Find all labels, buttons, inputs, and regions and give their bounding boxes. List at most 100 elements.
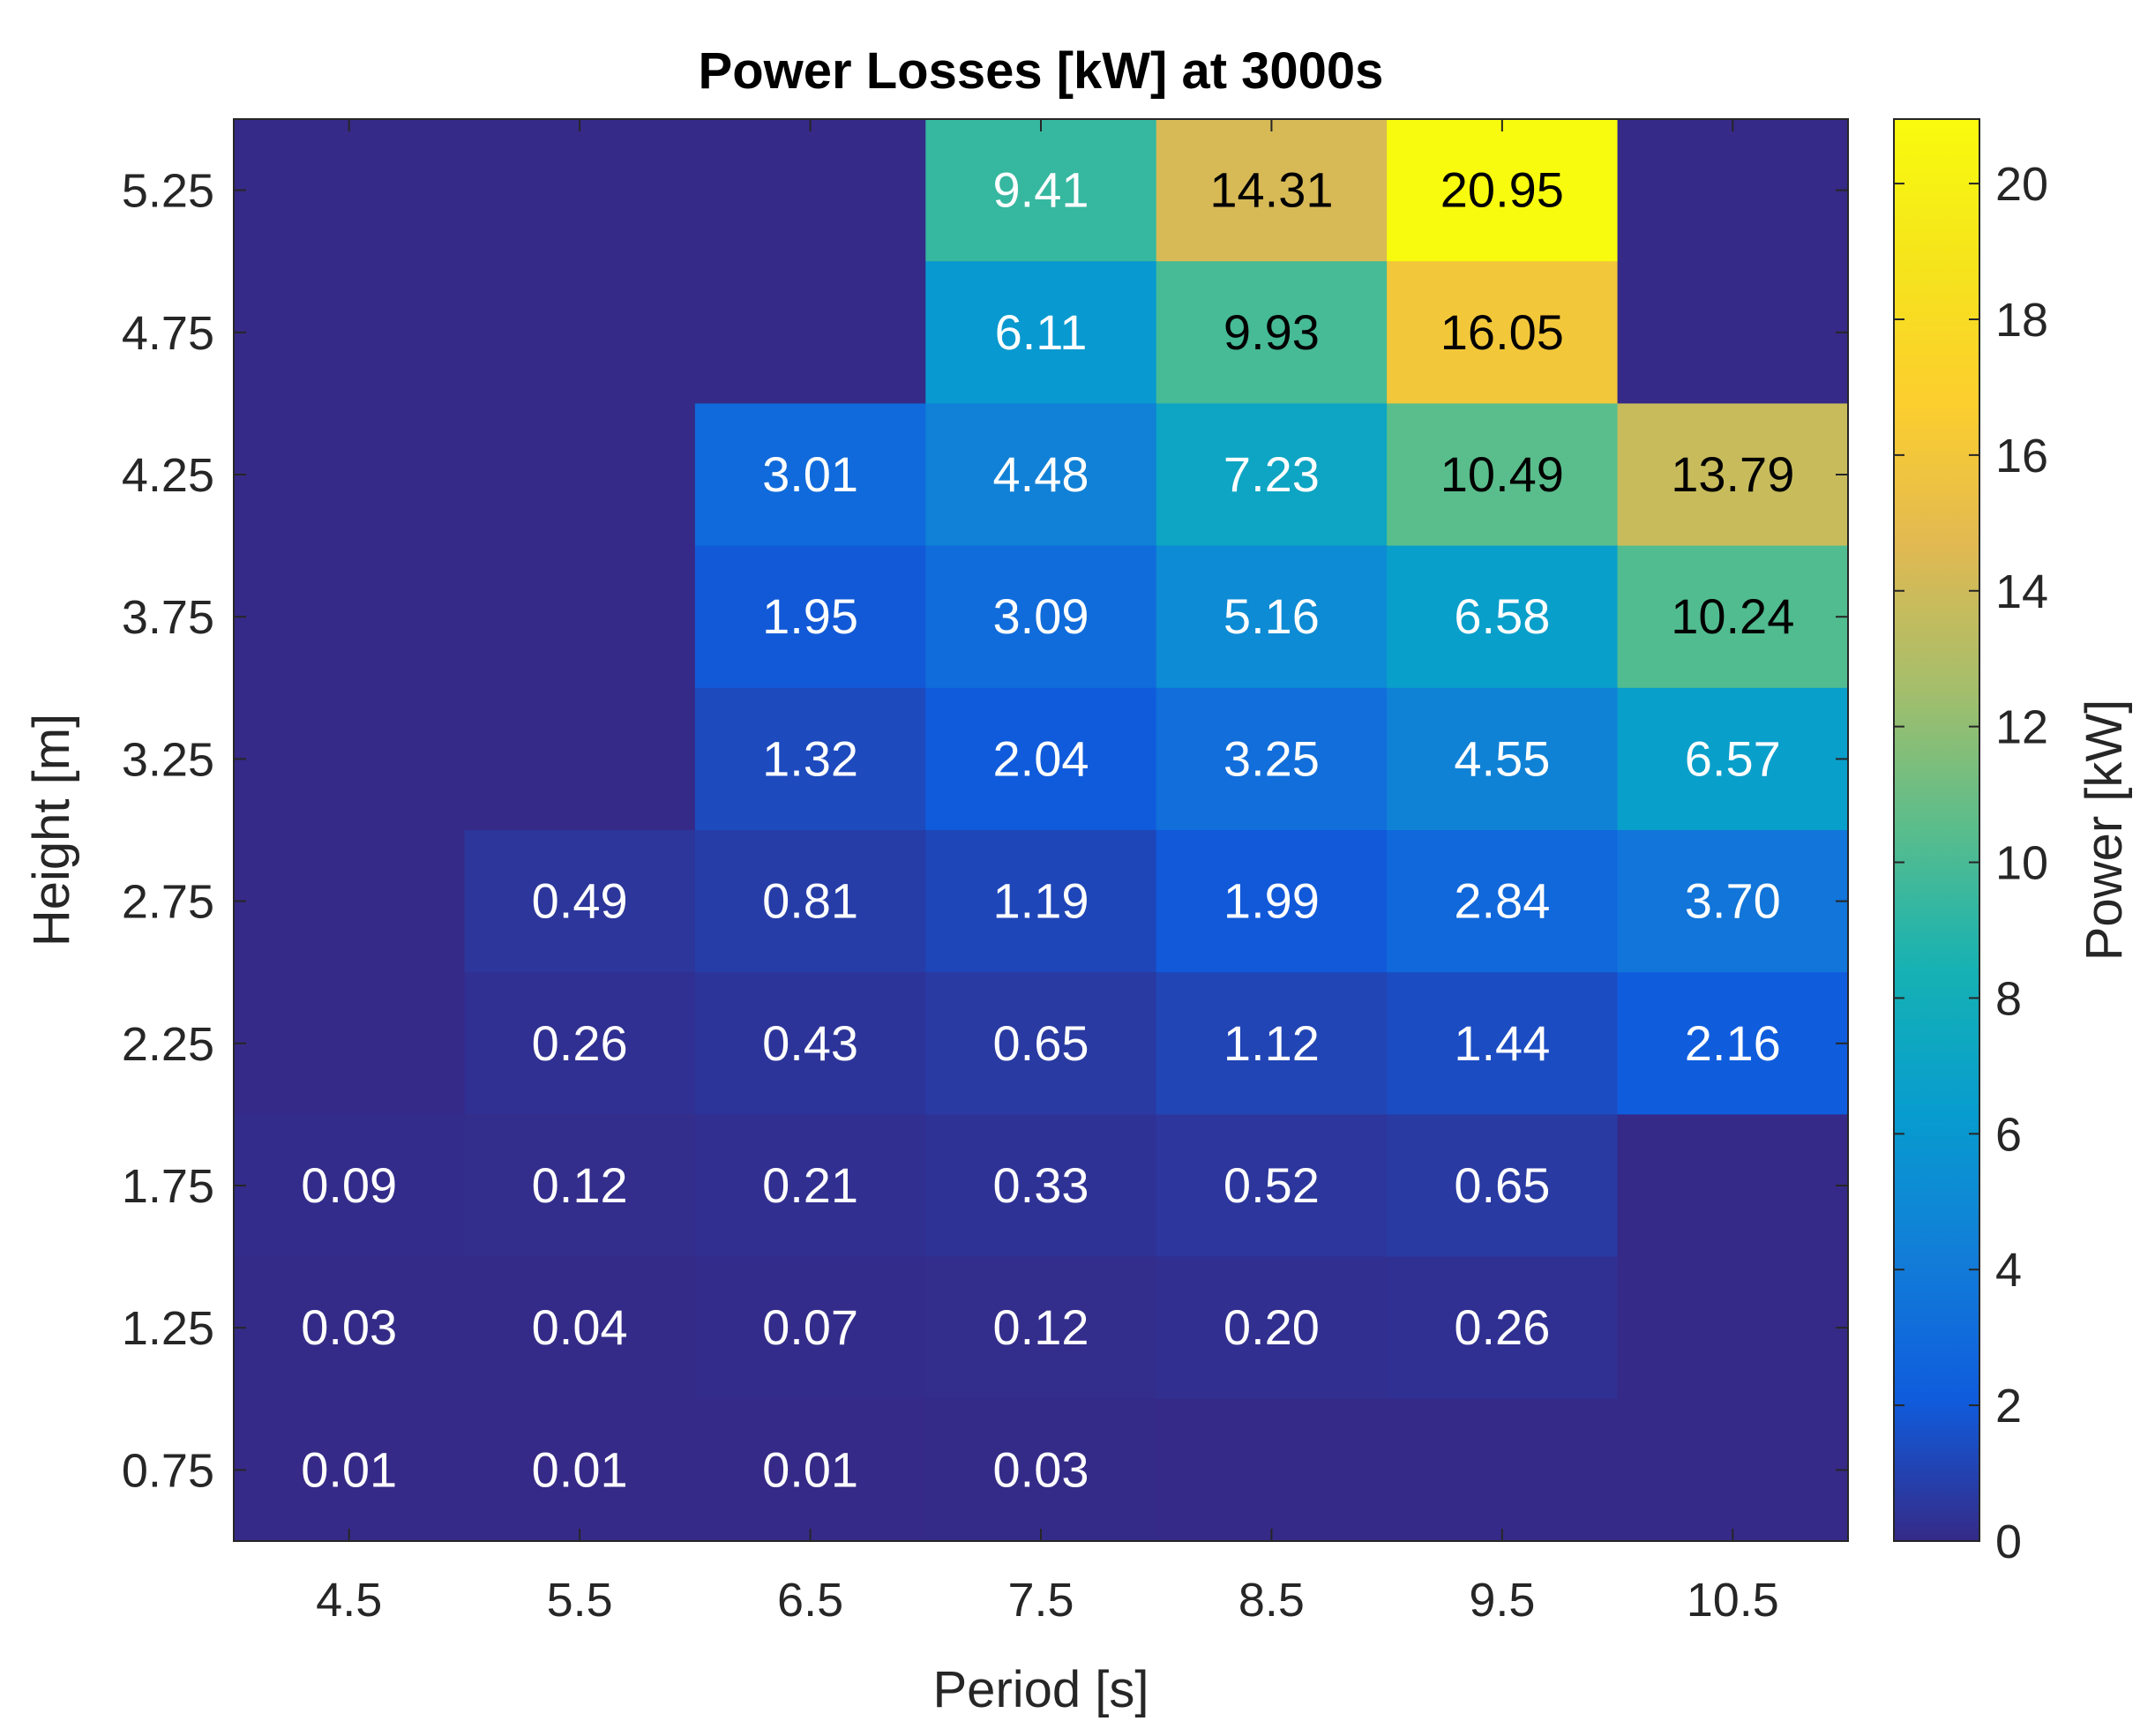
heatmap-cell <box>694 687 926 831</box>
heatmap-cell <box>1387 119 1619 262</box>
cell-value-label: 0.01 <box>301 1441 397 1497</box>
heatmap-cell <box>1156 1256 1388 1400</box>
y-tick-label: 1.25 <box>122 1302 214 1355</box>
heatmap-cell <box>1156 972 1388 1115</box>
heatmap-cell <box>694 119 926 262</box>
cell-value-label: 13.79 <box>1671 446 1794 502</box>
heatmap-cell <box>234 830 465 973</box>
heatmap-cell <box>1156 261 1388 404</box>
cell-value-label: 1.19 <box>993 873 1089 929</box>
heatmap-cell <box>1617 1114 1849 1258</box>
heatmap-cell <box>1387 545 1619 689</box>
heatmap-cell <box>1387 261 1619 404</box>
heatmap-cell <box>925 1398 1157 1542</box>
heatmap-cell <box>1387 403 1619 547</box>
cell-value-label: 1.95 <box>762 588 858 644</box>
heatmap-cell <box>464 1256 696 1400</box>
heatmap-cell <box>1617 972 1849 1115</box>
cell-value-label: 7.23 <box>1223 446 1320 502</box>
cell-value-label: 0.09 <box>301 1157 397 1213</box>
colorbar-label: Power [kW] <box>2076 700 2133 962</box>
heatmap-cell <box>1156 119 1388 262</box>
heatmap-cell <box>1617 687 1849 831</box>
heatmap-cell <box>925 1114 1157 1258</box>
heatmap-cell <box>234 261 465 404</box>
cell-value-label: 0.26 <box>532 1015 628 1071</box>
heatmap-cell <box>1387 1114 1619 1258</box>
cell-value-label: 0.43 <box>762 1015 858 1071</box>
heatmap-cell <box>925 403 1157 547</box>
heatmap-cell <box>925 687 1157 831</box>
heatmap-cell <box>234 687 465 831</box>
cell-value-label: 0.04 <box>532 1299 628 1355</box>
colorbar-tick-label: 0 <box>1995 1515 2022 1568</box>
heatmap-cell <box>464 972 696 1115</box>
heatmap-cell <box>1617 403 1849 547</box>
cell-value-label: 0.33 <box>993 1157 1089 1213</box>
heatmap-cell <box>464 1398 696 1542</box>
cell-value-label: 0.12 <box>532 1157 628 1213</box>
x-tick-label: 7.5 <box>1007 1574 1074 1627</box>
heatmap-cell <box>1156 545 1388 689</box>
heatmap-cell <box>234 1114 465 1258</box>
cell-value-label: 0.26 <box>1454 1299 1550 1355</box>
y-axis-label: Height [m] <box>23 714 80 947</box>
x-axis-ticks: 4.5 5.5 6.5 7.5 8.5 9.5 10.5 <box>316 119 1779 1627</box>
heatmap-cell <box>694 261 926 404</box>
x-tick-label: 6.5 <box>777 1574 843 1627</box>
cell-value-label: 0.21 <box>762 1157 858 1213</box>
heatmap-cell <box>1617 119 1849 262</box>
cell-value-label: 0.01 <box>532 1441 628 1497</box>
y-tick-label: 5.25 <box>122 165 214 218</box>
colorbar-tick-label: 20 <box>1995 158 2048 211</box>
heatmap-cell <box>694 403 926 547</box>
cell-value-label: 0.07 <box>762 1299 858 1355</box>
colorbar-tick-label: 12 <box>1995 701 2048 754</box>
cell-value-label: 4.55 <box>1454 730 1550 786</box>
y-tick-label: 2.75 <box>122 876 214 929</box>
x-axis-label: Period [s] <box>933 1661 1149 1718</box>
heatmap-cells <box>234 119 1849 1542</box>
y-tick-label: 4.75 <box>122 307 214 360</box>
cell-value-label: 3.09 <box>993 588 1089 644</box>
heatmap-cell <box>234 545 465 689</box>
cell-value-label: 0.49 <box>532 873 628 929</box>
cell-value-label: 0.03 <box>301 1299 397 1355</box>
y-tick-label: 4.25 <box>122 449 214 502</box>
y-tick-label: 1.75 <box>122 1160 214 1213</box>
cell-value-label: 5.16 <box>1223 588 1320 644</box>
heatmap-cell <box>925 972 1157 1115</box>
heatmap-cell <box>925 1256 1157 1400</box>
cell-value-label: 10.24 <box>1671 588 1794 644</box>
heatmap-cell <box>234 1256 465 1400</box>
heatmap-cell <box>1387 1256 1619 1400</box>
colorbar-tick-label: 2 <box>1995 1380 2022 1433</box>
cell-value-label: 3.25 <box>1223 730 1320 786</box>
cell-value-label: 1.99 <box>1223 873 1320 929</box>
x-tick-label: 9.5 <box>1469 1574 1535 1627</box>
heatmap-cell <box>1156 403 1388 547</box>
heatmap-cell <box>1387 972 1619 1115</box>
heatmap-cell <box>694 545 926 689</box>
heatmap-cell <box>694 972 926 1115</box>
colorbar-tick-label: 10 <box>1995 837 2048 890</box>
heatmap-cell <box>1387 687 1619 831</box>
heatmap-cell <box>694 1256 926 1400</box>
cell-value-label: 3.70 <box>1685 873 1781 929</box>
colorbar-ticks: 0 2 4 6 8 10 12 14 16 18 20 <box>1894 158 2048 1568</box>
y-tick-label: 0.75 <box>122 1444 214 1497</box>
heatmap-cell <box>234 403 465 547</box>
cell-value-label: 0.12 <box>993 1299 1089 1355</box>
heatmap-cell <box>464 403 696 547</box>
cell-value-label: 1.12 <box>1223 1015 1320 1071</box>
cell-value-label: 6.57 <box>1685 730 1781 786</box>
heatmap-cell <box>234 119 465 262</box>
cell-value-label: 20.95 <box>1440 162 1564 218</box>
colorbar-tick-label: 16 <box>1995 430 2048 483</box>
heatmap-cell <box>694 1114 926 1258</box>
y-axis-ticks: 5.25 4.75 4.25 3.75 3.25 2.75 2.25 1.75 1.25 0.75 <box>122 165 1848 1497</box>
heatmap-cell <box>464 261 696 404</box>
heatmap-cell <box>1156 1398 1388 1542</box>
